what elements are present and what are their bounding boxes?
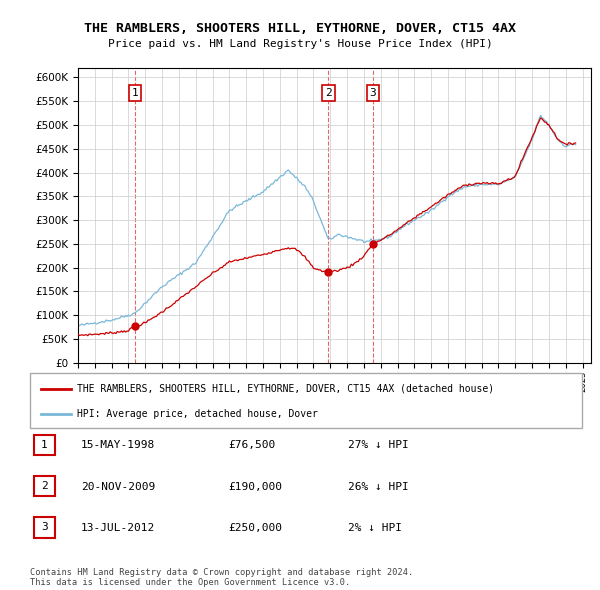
- Text: THE RAMBLERS, SHOOTERS HILL, EYTHORNE, DOVER, CT15 4AX: THE RAMBLERS, SHOOTERS HILL, EYTHORNE, D…: [84, 22, 516, 35]
- FancyBboxPatch shape: [34, 476, 55, 496]
- Text: 27% ↓ HPI: 27% ↓ HPI: [348, 441, 409, 450]
- Text: 2: 2: [325, 88, 332, 98]
- Text: 20-NOV-2009: 20-NOV-2009: [81, 482, 155, 491]
- Text: Price paid vs. HM Land Registry's House Price Index (HPI): Price paid vs. HM Land Registry's House …: [107, 39, 493, 49]
- Text: 15-MAY-1998: 15-MAY-1998: [81, 441, 155, 450]
- FancyBboxPatch shape: [34, 435, 55, 455]
- FancyBboxPatch shape: [30, 373, 582, 428]
- Text: Contains HM Land Registry data © Crown copyright and database right 2024.
This d: Contains HM Land Registry data © Crown c…: [30, 568, 413, 587]
- Text: HPI: Average price, detached house, Dover: HPI: Average price, detached house, Dove…: [77, 409, 318, 419]
- Text: THE RAMBLERS, SHOOTERS HILL, EYTHORNE, DOVER, CT15 4AX (detached house): THE RAMBLERS, SHOOTERS HILL, EYTHORNE, D…: [77, 384, 494, 394]
- Text: 26% ↓ HPI: 26% ↓ HPI: [348, 482, 409, 491]
- Text: 2% ↓ HPI: 2% ↓ HPI: [348, 523, 402, 533]
- FancyBboxPatch shape: [34, 517, 55, 537]
- Text: 2: 2: [41, 481, 48, 491]
- Text: 3: 3: [370, 88, 376, 98]
- Text: 13-JUL-2012: 13-JUL-2012: [81, 523, 155, 533]
- Text: 1: 1: [41, 440, 48, 450]
- Text: 3: 3: [41, 523, 48, 532]
- Text: £76,500: £76,500: [228, 441, 275, 450]
- Text: £250,000: £250,000: [228, 523, 282, 533]
- Text: £190,000: £190,000: [228, 482, 282, 491]
- Text: 1: 1: [131, 88, 138, 98]
